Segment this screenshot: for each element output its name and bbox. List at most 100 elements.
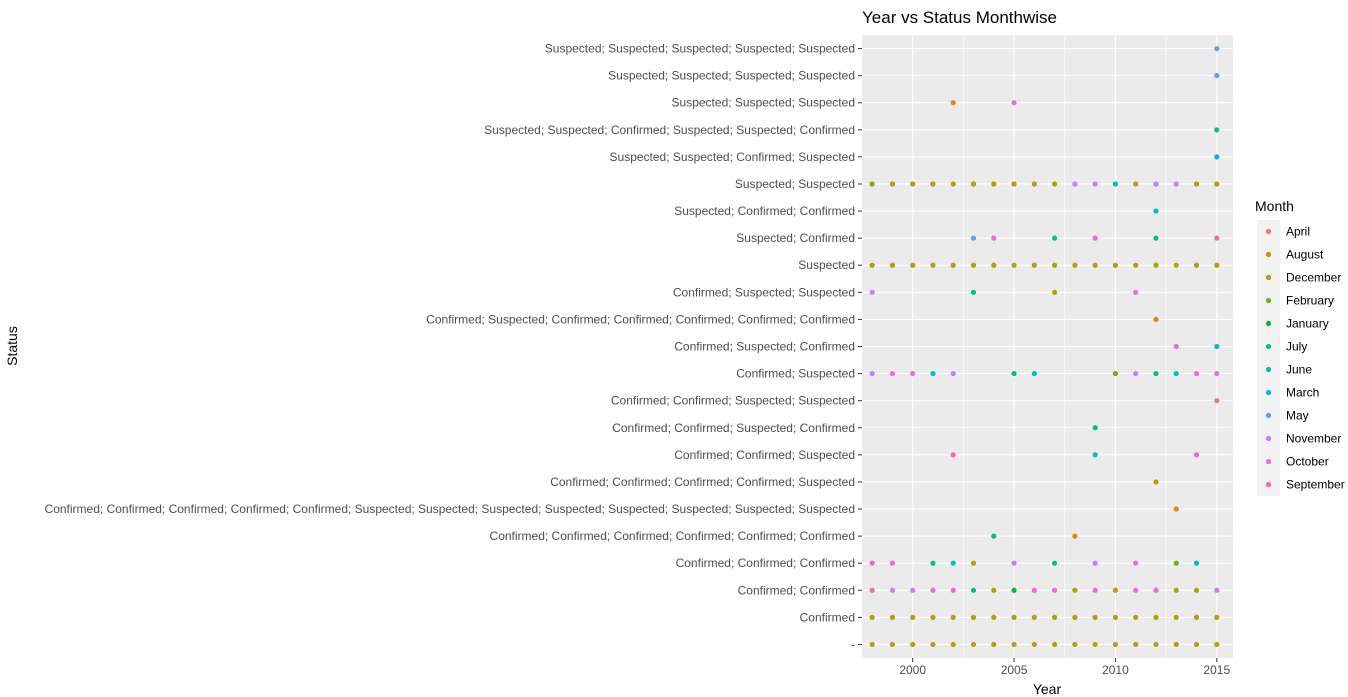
y-tick-label: Suspected; Confirmed; Confirmed	[674, 204, 855, 218]
legend-label: March	[1286, 386, 1319, 400]
legend-label: November	[1286, 432, 1341, 446]
data-point	[1214, 262, 1220, 268]
data-point	[1153, 181, 1159, 187]
data-point	[1112, 614, 1119, 620]
data-point	[889, 181, 896, 187]
data-point	[991, 533, 997, 539]
y-tick-label: Confirmed; Confirmed; Confirmed	[676, 556, 855, 570]
legend-swatch	[1265, 389, 1272, 396]
data-point	[869, 370, 875, 377]
data-point	[910, 262, 916, 268]
legend-label: September	[1286, 478, 1345, 492]
data-point	[889, 262, 896, 268]
y-tick-label: Suspected; Suspected; Confirmed; Suspect…	[484, 123, 855, 137]
data-point	[1193, 587, 1200, 593]
data-point	[1011, 560, 1017, 566]
data-point	[991, 181, 997, 187]
data-point	[991, 235, 997, 241]
data-point	[1072, 614, 1078, 620]
data-point	[1092, 614, 1098, 620]
y-tick-label: Confirmed; Confirmed; Confirmed; Confirm…	[45, 502, 855, 516]
y-tick-label: Confirmed; Confirmed; Confirmed; Confirm…	[550, 475, 855, 489]
legend-label: August	[1286, 248, 1324, 262]
data-point	[1193, 452, 1200, 458]
grid-major	[862, 35, 1233, 658]
data-point	[1153, 587, 1159, 593]
data-point	[1011, 181, 1017, 187]
data-point	[1193, 641, 1200, 648]
data-point	[970, 289, 977, 295]
data-point	[950, 262, 956, 268]
data-point	[991, 614, 997, 620]
data-point	[1173, 560, 1179, 566]
legend-title: Month	[1255, 198, 1294, 214]
data-point	[950, 614, 956, 620]
data-point	[970, 181, 977, 187]
y-tick-label: Confirmed; Confirmed; Suspected; Confirm…	[612, 421, 855, 435]
data-point	[910, 587, 916, 593]
data-point	[991, 262, 997, 268]
legend: Month April August December February January…	[1255, 198, 1345, 496]
legend-swatch	[1265, 412, 1272, 419]
data-point	[889, 587, 896, 593]
data-point	[970, 262, 977, 268]
legend-swatch	[1265, 274, 1272, 281]
data-point	[1214, 343, 1220, 350]
data-point	[1072, 533, 1078, 539]
data-point	[1153, 479, 1159, 485]
legend-swatch	[1265, 458, 1272, 465]
legend-label: February	[1286, 294, 1334, 308]
y-axis: - Confirmed Confirmed; Confirmed Confirmed;…	[45, 42, 862, 651]
data-point	[970, 641, 977, 648]
data-point	[950, 452, 956, 458]
data-point	[1153, 208, 1159, 214]
data-point	[1173, 614, 1179, 620]
data-point	[1153, 235, 1159, 241]
chart-title: Year vs Status Monthwise	[862, 8, 1057, 27]
data-point	[930, 560, 936, 566]
data-point	[930, 370, 936, 377]
legend-swatch	[1265, 320, 1272, 327]
data-point	[869, 587, 875, 593]
data-point	[1092, 425, 1098, 431]
x-tick-label: 2010	[1102, 663, 1129, 677]
x-tick-label: 2005	[1001, 663, 1028, 677]
data-point	[1011, 641, 1017, 648]
data-point	[1153, 262, 1159, 268]
data-point	[970, 614, 977, 620]
data-point	[1173, 641, 1179, 648]
data-points	[869, 45, 1220, 648]
data-point	[910, 614, 916, 620]
data-point	[1051, 181, 1058, 187]
legend-label: July	[1286, 340, 1307, 354]
data-point	[1092, 181, 1098, 187]
data-point	[1072, 181, 1078, 187]
y-tick-label: Confirmed; Suspected; Confirmed	[674, 340, 855, 354]
data-point	[970, 560, 977, 566]
data-point	[930, 181, 936, 187]
x-tick-label: 2000	[899, 663, 926, 677]
data-point	[889, 641, 896, 648]
data-point	[1051, 587, 1058, 593]
data-point	[1214, 181, 1220, 187]
y-tick-label: Suspected; Suspected; Suspected	[672, 96, 855, 110]
y-tick-label: Confirmed; Suspected; Confirmed; Confirm…	[426, 312, 855, 326]
data-point	[1031, 587, 1037, 593]
data-point	[930, 614, 936, 620]
y-tick-label: Confirmed	[800, 610, 855, 624]
data-point	[930, 641, 936, 648]
data-point	[889, 370, 896, 377]
y-tick-label: Suspected; Suspected; Suspected; Suspect…	[545, 42, 855, 56]
data-point	[1193, 181, 1200, 187]
data-point	[1173, 343, 1179, 350]
data-point	[1193, 370, 1200, 377]
data-point	[950, 370, 956, 377]
legend-label: December	[1286, 271, 1341, 285]
y-tick-label: Suspected; Confirmed	[736, 231, 855, 245]
data-point	[1011, 370, 1017, 377]
data-point	[1153, 370, 1159, 377]
data-point	[1173, 587, 1179, 593]
data-point	[1214, 127, 1220, 133]
legend-swatch	[1265, 481, 1272, 488]
